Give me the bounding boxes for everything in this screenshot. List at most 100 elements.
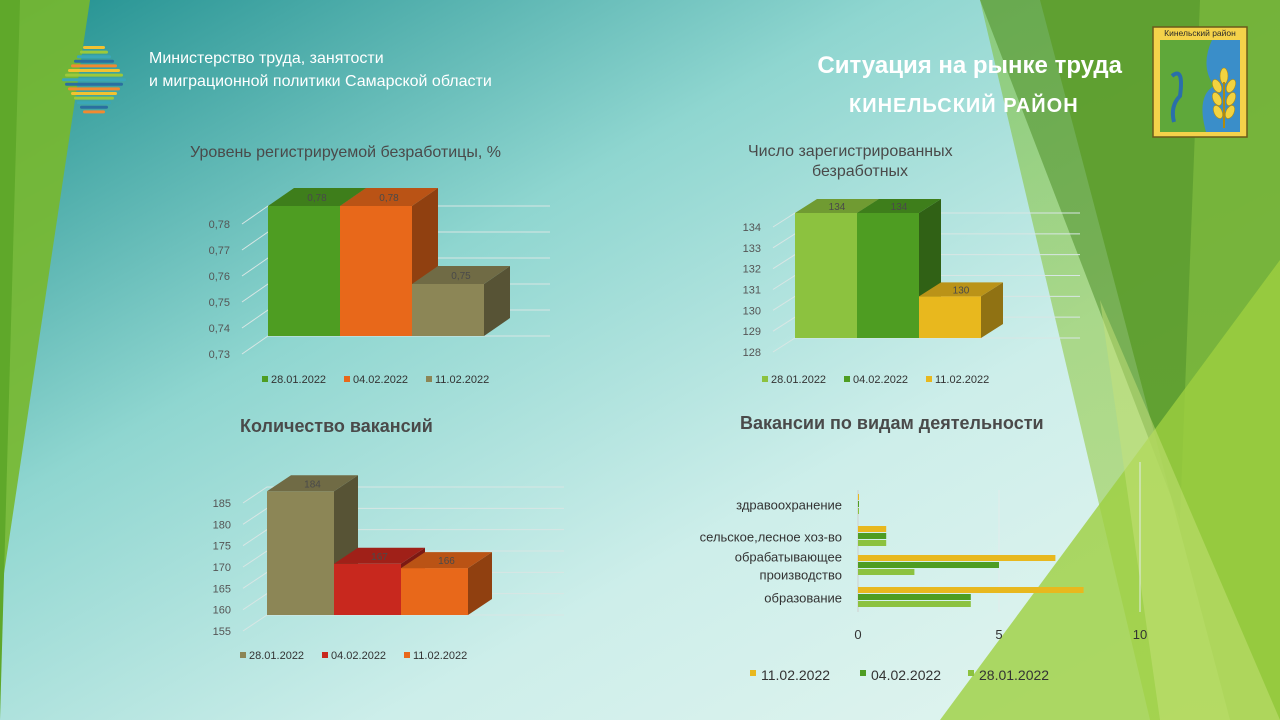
legend-swatch — [426, 376, 432, 382]
bar-28.01.2022 — [858, 601, 971, 607]
logo-stripe — [68, 69, 120, 72]
y-tick-label: 185 — [213, 498, 231, 510]
x-tick-label: 5 — [995, 627, 1002, 642]
y-tick-label: 129 — [743, 326, 761, 338]
chart3-title: Количество вакансий — [240, 416, 433, 436]
y-tick-label: 132 — [743, 264, 761, 276]
y-tick-label: 160 — [213, 605, 231, 617]
bar-top — [340, 188, 438, 206]
chart-vacancies-count: 155 160 165 170 175 180 185 184 167 166 28.01.2022… — [213, 475, 564, 662]
logo-stripe — [71, 64, 117, 68]
chart-unemployment-rate: 0,73 0,74 0,75 0,76 0,77 0,78 0,78 0,78 0,75 28.0… — [209, 188, 550, 386]
data-label: 134 — [829, 202, 846, 213]
legend-swatch — [860, 670, 866, 676]
chart2-title-line2: безработных — [812, 163, 909, 180]
y-tick-label: 134 — [743, 222, 761, 234]
district-emblem: Кинельский район — [1152, 26, 1248, 138]
bar-28.01.2022 — [858, 540, 887, 546]
logo-stripe — [74, 59, 114, 63]
y-tick-label: 130 — [743, 305, 761, 317]
bar-11.02.2022 — [401, 552, 492, 615]
bar-04.02.2022 — [858, 562, 999, 568]
logo-stripe — [80, 50, 108, 54]
bar-top — [267, 475, 358, 492]
category-label: производство — [760, 568, 842, 583]
bar-28.01.2022 — [858, 569, 915, 575]
page-title: Ситуация на рынке труда — [817, 52, 1122, 79]
y-tick-label: 0,78 — [209, 219, 230, 231]
bar-side — [468, 552, 492, 615]
logo-stripe — [65, 73, 123, 77]
bar-11.02.2022 — [858, 526, 887, 532]
chart4-title: Вакансии по видам деятельности — [740, 413, 1044, 433]
data-label: 184 — [304, 479, 321, 490]
gridline — [242, 486, 564, 504]
logo-stripe — [74, 96, 114, 100]
category-label: сельское,лесное хоз-во — [700, 530, 842, 545]
legend-label: 04.02.2022 — [331, 650, 386, 662]
legend-swatch — [750, 670, 756, 676]
bar-11.02.2022 — [858, 555, 1056, 561]
bar-top — [857, 199, 941, 213]
emblem-text: Кинельский район — [1164, 28, 1236, 38]
chart-registered-unemployed: 128 129 130 131 132 133 134 134 134 130 28.01.2022… — [743, 199, 1080, 386]
logo-stripe — [65, 82, 123, 86]
bar-04.02.2022 — [858, 594, 971, 600]
logo-stripe — [83, 46, 105, 49]
bar-top — [334, 547, 425, 564]
legend-swatch — [322, 652, 328, 658]
bar-top — [268, 188, 366, 206]
data-label: 134 — [891, 202, 908, 213]
chart1-title: Уровень регистрируемой безработицы, % — [190, 144, 501, 161]
ministry-name-line2: и миграционной политики Самарской област… — [149, 73, 492, 90]
bar-front — [334, 563, 401, 615]
category-label: образование — [764, 591, 842, 606]
bar-top — [412, 266, 510, 284]
y-tick-label: 0,76 — [209, 271, 230, 283]
gridline — [242, 614, 564, 632]
bar-top — [919, 282, 1003, 297]
bar-11.02.2022 — [858, 587, 1084, 593]
legend-swatch — [344, 376, 350, 382]
bar-front — [268, 206, 340, 336]
category-label: обрабатывающее — [735, 550, 842, 565]
bar-front — [795, 213, 857, 338]
y-tick-label: 131 — [743, 285, 761, 297]
bar-11.02.2022 — [919, 282, 1003, 338]
legend-label: 28.01.2022 — [271, 374, 326, 386]
bar-11.02.2022 — [858, 494, 859, 500]
y-tick-label: 170 — [213, 562, 231, 574]
chart2-title-line1: Число зарегистрированных — [748, 143, 953, 160]
legend-swatch — [240, 652, 246, 658]
data-label: 0,78 — [379, 193, 399, 204]
legend-label: 04.02.2022 — [353, 374, 408, 386]
legend-label: 28.01.2022 — [771, 374, 826, 386]
bar-front — [401, 568, 468, 615]
y-tick-label: 0,73 — [209, 349, 230, 361]
bar-04.02.2022 — [858, 533, 887, 539]
data-label: 166 — [438, 556, 455, 567]
chart-vacancies-by-activity: здравоохранение сельское,лесное хоз-во обр… — [700, 462, 1147, 683]
x-tick-label: 10 — [1133, 627, 1147, 642]
legend-swatch — [404, 652, 410, 658]
legend-label: 11.02.2022 — [935, 374, 989, 386]
data-label: 130 — [953, 285, 970, 296]
logo-stripe — [77, 101, 111, 105]
bar-front — [340, 206, 412, 336]
legend-swatch — [926, 376, 932, 382]
y-tick-label: 0,75 — [209, 297, 230, 309]
legend-label: 04.02.2022 — [853, 374, 908, 386]
logo-stripe — [68, 87, 120, 91]
data-label: 167 — [371, 552, 388, 563]
legend-label: 28.01.2022 — [979, 667, 1049, 683]
bar-front — [267, 491, 334, 615]
bar-front — [412, 284, 484, 336]
logo-stripe — [80, 105, 108, 109]
page-subtitle: КИНЕЛЬСКИЙ РАЙОН — [849, 95, 1079, 117]
y-tick-label: 175 — [213, 541, 231, 553]
bar-top — [795, 199, 879, 213]
legend-label: 11.02.2022 — [413, 650, 467, 662]
bar-11.02.2022 — [412, 266, 510, 336]
bar-side — [484, 266, 510, 336]
